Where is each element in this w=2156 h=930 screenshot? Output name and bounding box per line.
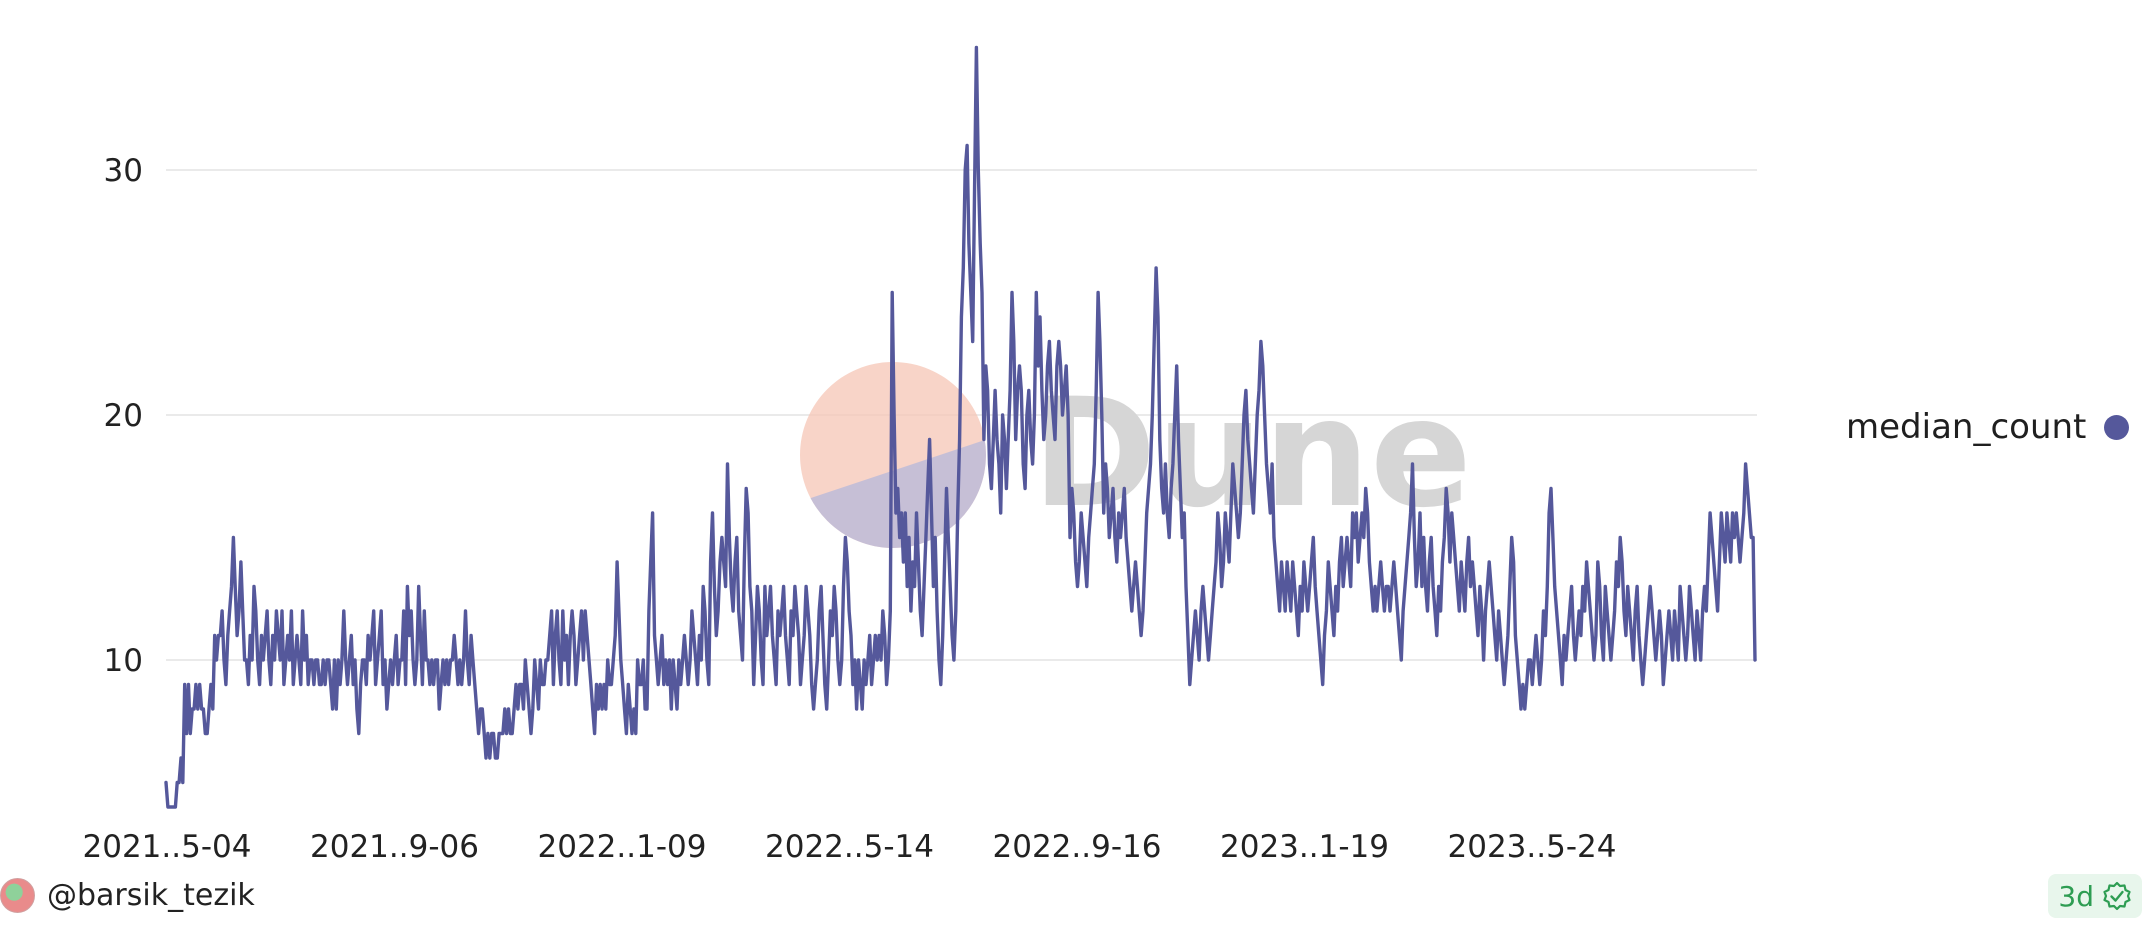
- legend-swatch: [2104, 414, 2130, 440]
- watermark-text: Dune: [1032, 367, 1472, 541]
- x-tick-label: 2022..1-09: [538, 829, 707, 865]
- x-tick-label: 2023..1-19: [1220, 829, 1389, 865]
- x-tick-label: 2021..9-06: [310, 829, 479, 865]
- x-tick-label: 2022..9-16: [993, 829, 1162, 865]
- verified-check-icon: [2103, 881, 2131, 911]
- author-credit[interactable]: @barsik_tezik: [0, 878, 255, 913]
- x-tick-label: 2022..5-14: [765, 829, 934, 865]
- y-tick-label: 30: [104, 153, 143, 189]
- x-tick-label: 2023..5-24: [1448, 829, 1617, 865]
- author-name: @barsik_tezik: [47, 878, 255, 913]
- x-tick-label: 2021..5-04: [83, 829, 252, 865]
- series-line-median_count[interactable]: [164, 45, 1757, 809]
- dune-watermark: Dune: [800, 362, 1472, 548]
- y-tick-label: 10: [104, 643, 143, 679]
- series-layer: [164, 45, 1757, 809]
- avatar: [0, 878, 35, 913]
- legend[interactable]: median_count: [1846, 407, 2130, 447]
- legend-label: median_count: [1846, 407, 2087, 447]
- age-text: 3d: [2058, 879, 2094, 913]
- y-tick-label: 20: [104, 398, 143, 434]
- age-badge: 3d: [2048, 874, 2142, 918]
- y-axis-ticks: 10 20 30: [104, 153, 143, 679]
- x-axis-ticks: 2021..5-04 2021..9-06 2022..1-09 2022..5-14…: [83, 829, 1617, 865]
